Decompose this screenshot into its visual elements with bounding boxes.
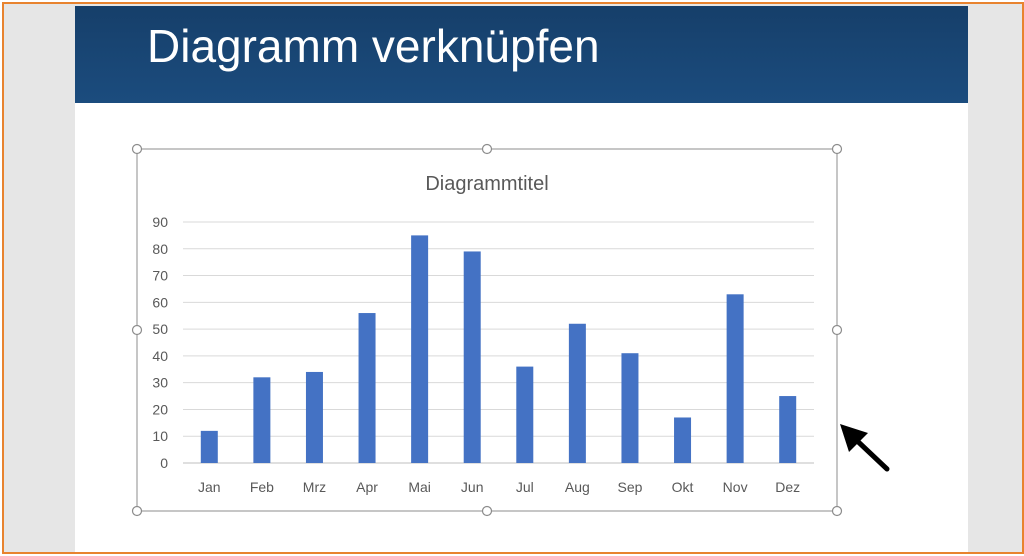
y-tick-label: 60 (152, 294, 168, 310)
y-tick-label: 90 (152, 214, 168, 230)
resize-handle-icon[interactable] (481, 505, 493, 517)
title-banner: Diagramm verknüpfen (75, 6, 968, 103)
x-axis-labels: Jan Feb Mrz Apr Mai Jun Jul Aug Sep Okt Nov Dez (198, 479, 800, 495)
bar-nov[interactable] (726, 294, 744, 463)
bar-sep[interactable] (621, 353, 639, 463)
bar-aug[interactable] (568, 323, 586, 463)
resize-handle-icon[interactable] (481, 143, 493, 155)
bar-mai[interactable] (411, 235, 429, 463)
resize-handle-icon[interactable] (831, 505, 843, 517)
y-tick-label: 70 (152, 268, 168, 284)
bar-jan[interactable] (200, 430, 218, 463)
resize-handle-icon[interactable] (131, 143, 143, 155)
selection-handles[interactable] (131, 143, 843, 517)
resize-handle-icon[interactable] (131, 324, 143, 336)
bar-apr[interactable] (358, 313, 376, 463)
x-tick-label: Sep (617, 479, 642, 495)
bar-dez[interactable] (779, 396, 797, 463)
x-tick-label: Okt (672, 479, 694, 495)
x-tick-label: Jun (461, 479, 484, 495)
x-tick-label: Dez (775, 479, 800, 495)
x-tick-label: Mrz (303, 479, 326, 495)
y-tick-label: 40 (152, 348, 168, 364)
x-tick-label: Feb (250, 479, 274, 495)
x-tick-label: Nov (723, 479, 748, 495)
bar-jun[interactable] (463, 251, 481, 463)
y-tick-label: 50 (152, 321, 168, 337)
resize-handle-icon[interactable] (831, 143, 843, 155)
x-tick-label: Mai (408, 479, 431, 495)
gridlines (183, 221, 814, 464)
x-tick-label: Apr (356, 479, 378, 495)
bar-series[interactable] (200, 235, 797, 463)
resize-handle-icon[interactable] (831, 324, 843, 336)
y-tick-label: 30 (152, 375, 168, 391)
y-tick-label: 80 (152, 241, 168, 257)
chart-title[interactable]: Diagrammtitel (425, 173, 548, 195)
x-tick-label: Aug (565, 479, 590, 495)
bar-okt[interactable] (674, 417, 692, 463)
slide-title[interactable]: Diagramm verknüpfen (147, 20, 600, 72)
x-tick-label: Jan (198, 479, 221, 495)
bar-feb[interactable] (253, 377, 271, 463)
bar-mrz[interactable] (305, 371, 323, 463)
resize-handle-icon[interactable] (131, 505, 143, 517)
y-axis-labels: 0 10 20 30 40 50 60 70 80 90 (152, 214, 168, 471)
arrow-pointer-icon (840, 424, 890, 472)
y-tick-label: 10 (152, 428, 168, 444)
x-tick-label: Jul (516, 479, 534, 495)
y-tick-label: 20 (152, 401, 168, 417)
bar-jul[interactable] (516, 366, 534, 463)
y-tick-label: 0 (160, 455, 168, 471)
